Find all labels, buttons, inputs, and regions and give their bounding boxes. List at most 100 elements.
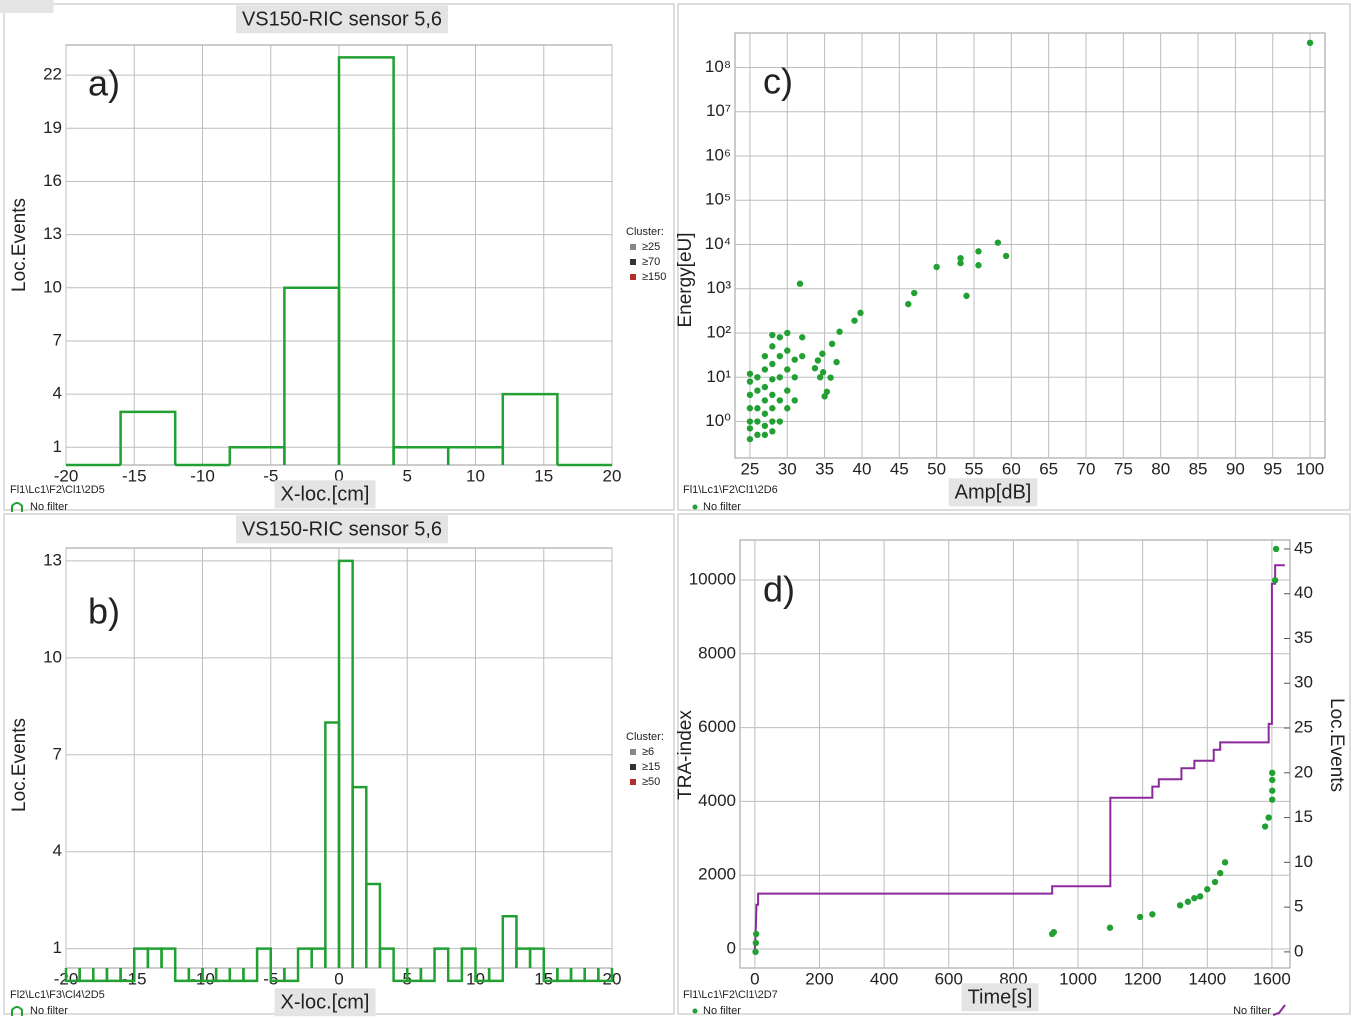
y-tick-label: 1 [53,938,62,957]
data-point [754,431,761,439]
y-tick-label: 10⁵ [705,190,731,209]
data-point [752,939,760,947]
y-tick-label: 22 [43,65,62,84]
y-tick-label: 1 [53,437,62,456]
data-point [857,309,864,317]
data-point [754,387,761,394]
footer: Fl1\Lc1\F2\Cl1\2D7 [683,989,778,1001]
legend-label: ≥15 [642,761,660,773]
data-point [933,263,940,271]
y-tick-label: 10⁴ [705,234,731,253]
histogram-bar [351,785,368,968]
x-tick-label: 1600 [1253,969,1291,988]
y-tick-label: 0 [727,938,736,957]
data-point [791,397,798,404]
data-point [769,360,776,368]
data-point [811,365,819,372]
x-tick-label: 400 [870,969,898,988]
y2-tick-label: 25 [1294,718,1313,737]
data-point [1269,769,1276,777]
x-tick-label: -15 [122,466,147,485]
data-point [1271,577,1279,584]
legend-label: ≥50 [642,776,660,788]
y-axis-label: Loc.Events [9,198,30,292]
data-point [975,262,982,269]
legend-swatch [11,502,23,512]
x-tick-label: 1000 [1059,969,1097,988]
data-point [746,370,754,377]
data-point [754,405,761,412]
y-tick-label: 10⁷ [706,101,731,120]
data-point [1106,924,1114,931]
x-tick-label: 85 [1189,459,1208,478]
histogram-bar [337,56,395,465]
legend-label: No filter [1233,1005,1271,1017]
data-point [799,334,806,341]
data-point [784,366,791,373]
data-point [1272,545,1280,553]
label-box [235,515,449,544]
data-point [761,366,769,373]
x-tick-label: 0 [334,969,343,988]
data-point [769,343,776,350]
data-point [776,374,784,381]
data-point [1204,886,1211,893]
x-tick-label: 0 [750,969,759,988]
x-tick-label: 5 [403,466,412,485]
data-point [761,383,769,391]
data-point [1265,814,1272,821]
y-tick-label: 13 [43,224,62,243]
label-box [235,5,449,34]
panel-frame [677,3,1351,511]
x-tick-label: -20 [54,466,79,485]
histogram-bar [119,968,136,983]
data-point [851,317,858,324]
data-point [784,405,791,412]
data-point [746,391,754,399]
x-tick-label: 25 [740,459,759,478]
data-point [752,930,760,938]
data-point [776,418,784,425]
label-box [948,478,1038,507]
panel-label: c) [763,61,793,102]
data-point [746,418,754,425]
data-point [836,328,843,335]
data-point [827,374,834,381]
x-tick-label: 90 [1226,459,1245,478]
y-tick-label: 2000 [698,865,736,884]
data-point [994,239,1002,246]
x-tick-label: 0 [334,466,343,485]
y2-tick-label: 35 [1294,628,1313,647]
y-axis-label: Loc.Events [9,718,30,812]
histogram-bar [419,968,436,983]
histogram-bar [597,968,614,983]
histogram-bar [501,915,518,968]
y-tick-label: 8000 [698,643,736,662]
legend-label: No filter [703,501,741,513]
data-point [761,397,769,404]
panel-label: d) [763,569,795,610]
legend-swatch [692,504,698,510]
y2-tick-label: 15 [1294,807,1313,826]
footer: Fl1\Lc1\F2\Cl1\2D5 [10,484,105,496]
data-point [1191,894,1198,902]
legend-swatch [630,259,636,265]
histogram-bar [446,968,464,983]
data-point [761,422,769,430]
x-tick-label: 50 [927,459,946,478]
data-point [769,418,776,425]
chart-title: VS150-RIC sensor 5,6 [242,518,442,540]
histogram-bar [242,968,259,983]
panel-label: a) [88,63,120,104]
data-point [819,369,827,376]
y2-tick-label: 45 [1294,538,1313,557]
x-tick-label: 200 [805,969,833,988]
y-axis-label: TRA-index [675,710,696,800]
x-tick-label: 30 [778,459,797,478]
legend-label: ≥70 [642,256,660,268]
x-tick-label: 1200 [1124,969,1162,988]
y-tick-label: 16 [43,171,62,190]
y-tick-label: 13 [43,550,62,569]
x-axis-label: X-loc.[cm] [281,991,370,1013]
